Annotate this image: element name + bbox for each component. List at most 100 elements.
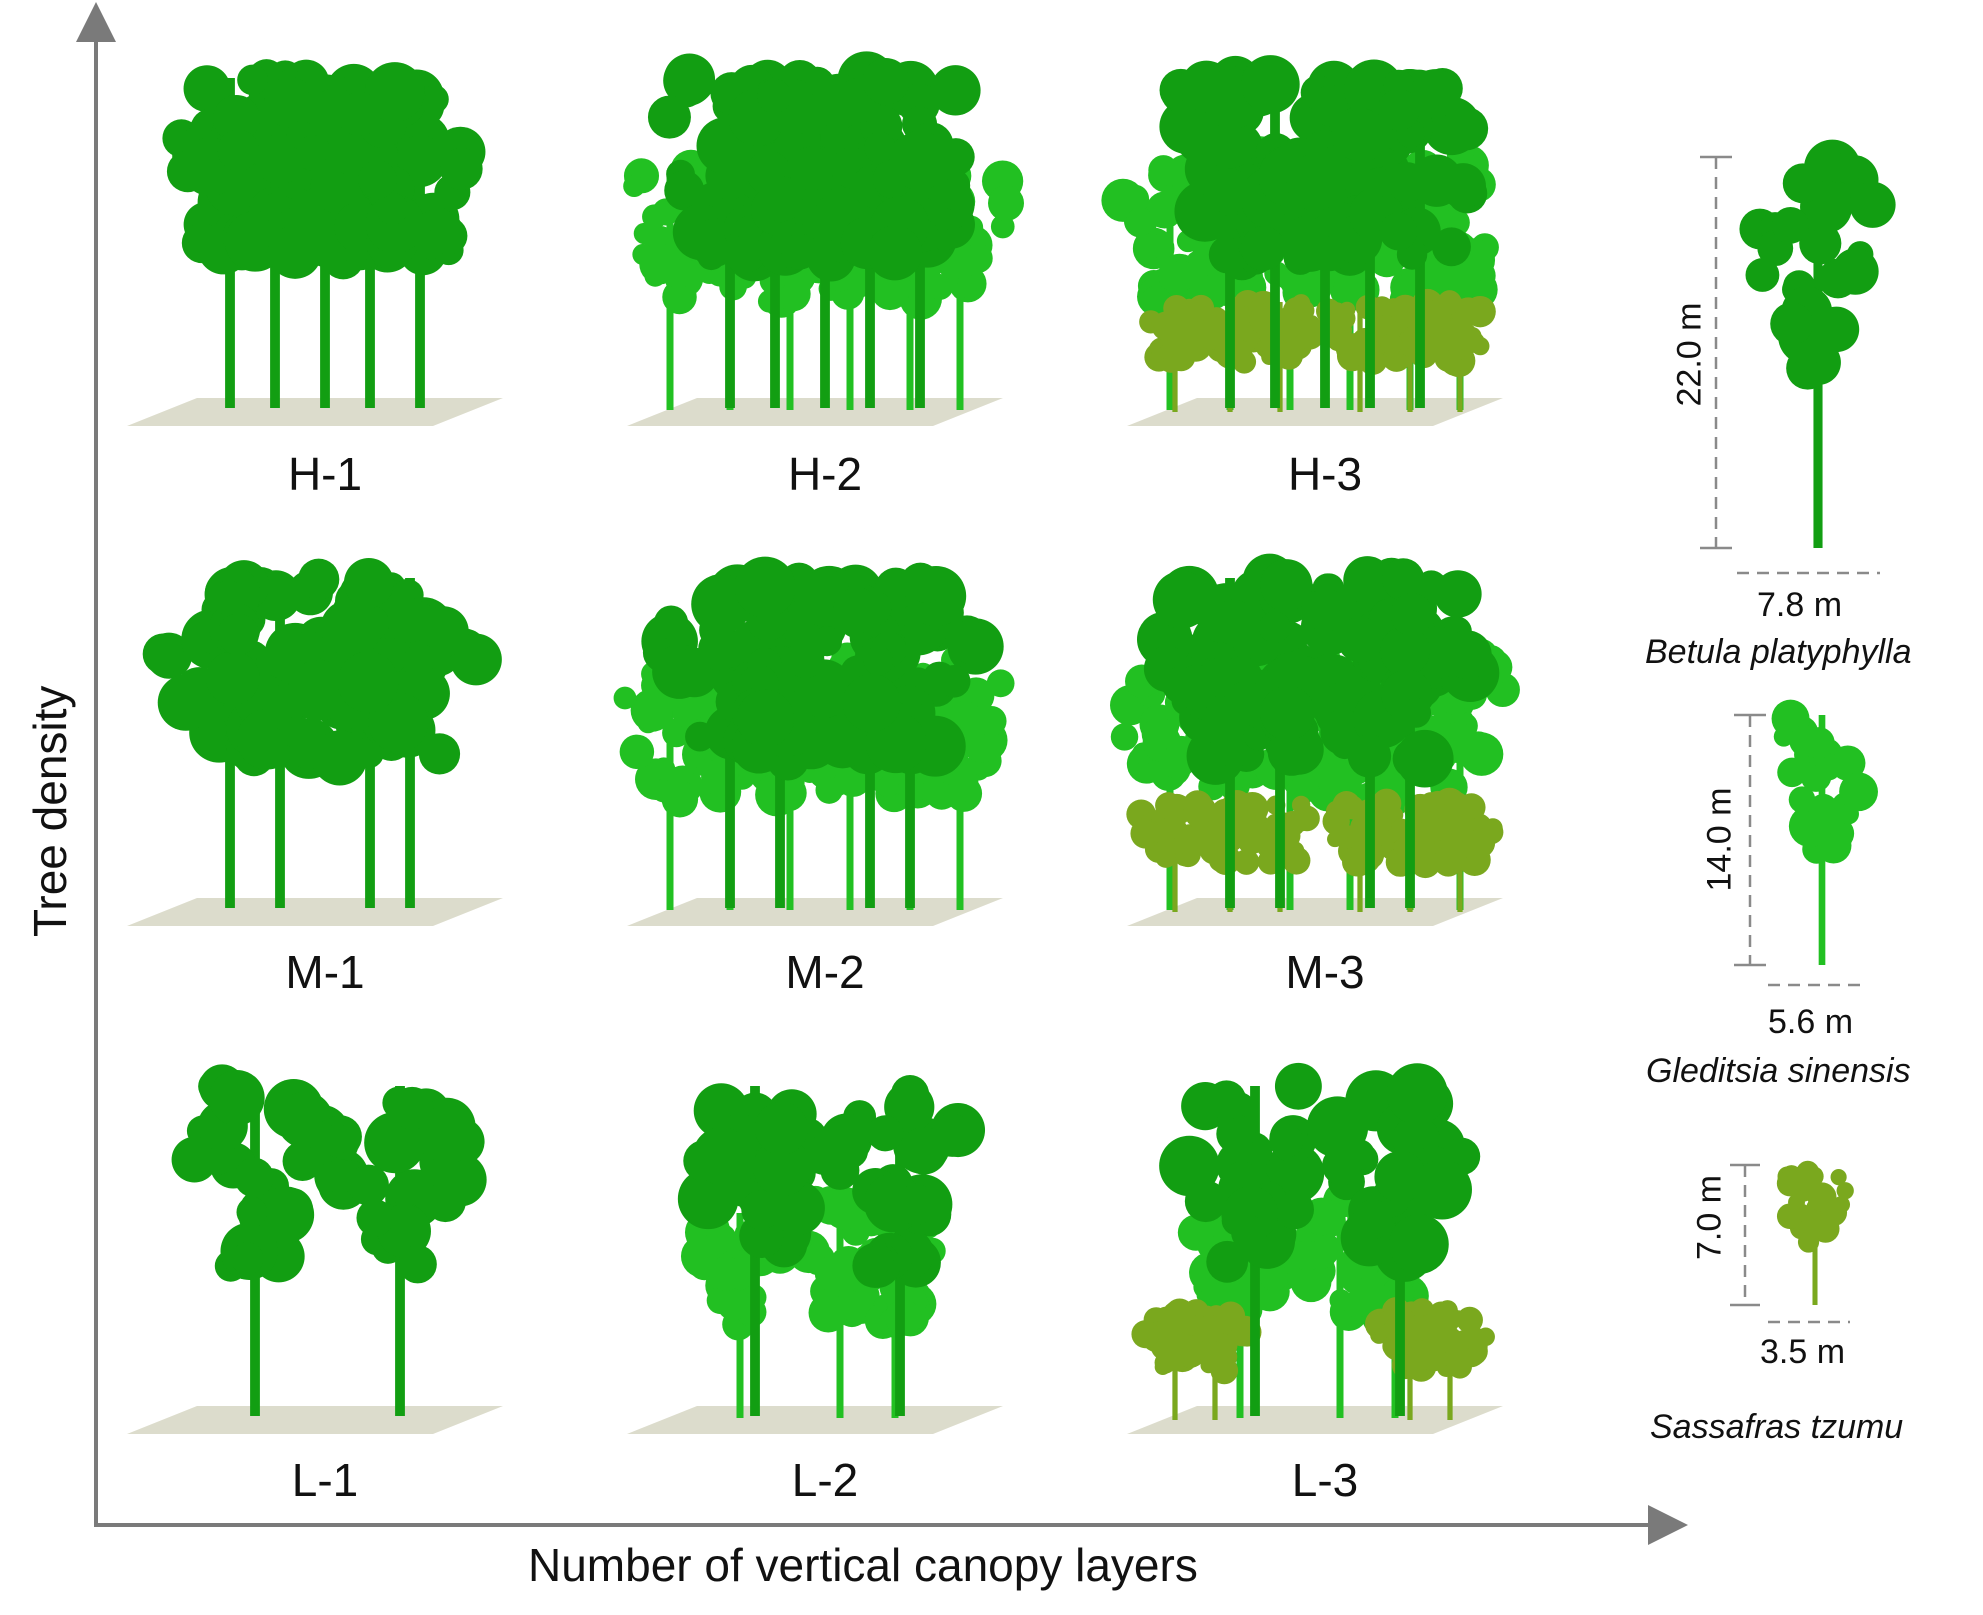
betula-species-name: Betula platyphylla	[1645, 633, 1912, 671]
canopy-blob	[1241, 55, 1300, 114]
canopy-blob	[864, 131, 896, 164]
canopy-blob	[1772, 207, 1809, 244]
canopy-blob	[1410, 69, 1460, 118]
canopy-blob	[789, 146, 834, 191]
canopy-blob	[268, 225, 322, 279]
ground-plane	[1127, 1406, 1503, 1434]
canopy-blob	[322, 1159, 358, 1194]
betula-height-label: 22.0 m	[1670, 302, 1709, 407]
stand-l-2	[627, 1075, 1003, 1434]
canopy-blob	[963, 243, 993, 274]
plot-label-l3: L-3	[1291, 1454, 1359, 1506]
canopy-blob	[320, 600, 376, 656]
canopy-blob	[639, 243, 681, 285]
canopy-blob	[1337, 616, 1383, 663]
canopy-blob	[815, 714, 870, 769]
ground-plane	[627, 898, 1003, 926]
canopy-blob	[343, 557, 394, 608]
canopy-tree	[310, 1086, 487, 1416]
canopy-blob	[254, 133, 306, 185]
canopy-blob	[420, 84, 449, 114]
canopy-blob	[1382, 558, 1425, 601]
canopy-blob	[890, 1075, 930, 1114]
canopy-blob	[1131, 1320, 1160, 1349]
canopy-blob	[1231, 1215, 1267, 1251]
canopy-blob	[665, 618, 695, 648]
canopy-blob	[213, 94, 260, 142]
canopy-tree	[820, 1075, 986, 1416]
canopy-blob	[652, 779, 675, 803]
canopy-blob	[230, 1242, 264, 1275]
canopy-blob	[337, 651, 399, 713]
canopy-blob	[1389, 1214, 1449, 1274]
canopy-blob	[1186, 631, 1215, 661]
canopy-blob	[1782, 163, 1823, 204]
canopy-blob	[237, 64, 268, 96]
canopy-blob	[1206, 1240, 1249, 1283]
canopy-blob	[1379, 212, 1418, 251]
canopy-blob	[862, 58, 910, 105]
canopy-blob	[908, 567, 945, 604]
canopy-blob	[1830, 1169, 1847, 1186]
canopy-blob	[1395, 310, 1413, 329]
canopy-tree	[1331, 68, 1489, 408]
canopy-blob	[323, 1124, 353, 1154]
canopy-blob	[1773, 726, 1794, 747]
canopy-blob	[1260, 685, 1315, 741]
canopy-blob	[812, 626, 843, 657]
canopy-blob	[986, 669, 1015, 698]
stand-m-3	[1110, 553, 1520, 926]
canopy-blob	[867, 1115, 904, 1152]
canopy-blob	[279, 716, 311, 748]
canopy-blob	[1838, 803, 1859, 825]
canopy-blob	[1210, 1356, 1239, 1385]
stand-l-1	[127, 1064, 503, 1434]
canopy-blob	[298, 558, 340, 600]
canopy-blob	[1223, 681, 1268, 726]
canopy-blob	[1788, 786, 1816, 813]
canopy-blob	[1343, 556, 1392, 605]
ground-plane	[1127, 898, 1503, 926]
stand-m-2	[613, 556, 1015, 926]
canopy-blob	[1420, 300, 1452, 331]
canopy-blob	[1146, 191, 1184, 229]
plot-label-l2: L-2	[791, 1454, 859, 1506]
canopy-tree	[171, 1064, 350, 1416]
canopy-tree	[1306, 1063, 1481, 1416]
canopy-blob	[976, 705, 1007, 737]
canopy-blob	[890, 130, 949, 190]
canopy-blob	[729, 234, 763, 267]
canopy-blob	[1799, 222, 1842, 265]
ground-plane	[127, 398, 503, 426]
canopy-blob	[1776, 1203, 1803, 1230]
canopy-blob	[1796, 1160, 1820, 1184]
canopy-blob	[142, 633, 184, 675]
canopy-blob	[1483, 818, 1503, 838]
canopy-blob	[292, 630, 325, 663]
betula-specimen	[1739, 139, 1896, 548]
canopy-blob	[1206, 1080, 1247, 1120]
stand-h-2	[623, 51, 1025, 426]
canopy-blob	[1770, 302, 1814, 346]
canopy-blob	[1151, 313, 1167, 329]
canopy-blob	[1202, 113, 1258, 169]
canopy-blob	[867, 225, 923, 281]
canopy-blob	[1449, 1310, 1467, 1327]
canopy-blob	[833, 587, 880, 634]
canopy-tree	[1337, 556, 1500, 908]
canopy-blob	[1431, 227, 1471, 267]
gleditsia-height-label: 14.0 m	[1700, 787, 1739, 892]
canopy-blob	[1269, 1123, 1304, 1158]
canopy-blob	[1290, 1261, 1332, 1303]
canopy-blob	[1205, 168, 1252, 214]
canopy-blob	[927, 273, 954, 300]
canopy-blob	[1260, 1263, 1289, 1292]
canopy-blob	[1210, 599, 1256, 645]
canopy-blob	[1401, 697, 1432, 728]
canopy-blob	[814, 1255, 852, 1292]
canopy-blob	[1412, 1159, 1472, 1220]
canopy-blob	[1836, 1182, 1854, 1200]
ground-plane	[127, 898, 503, 926]
canopy-blob	[1322, 807, 1350, 836]
